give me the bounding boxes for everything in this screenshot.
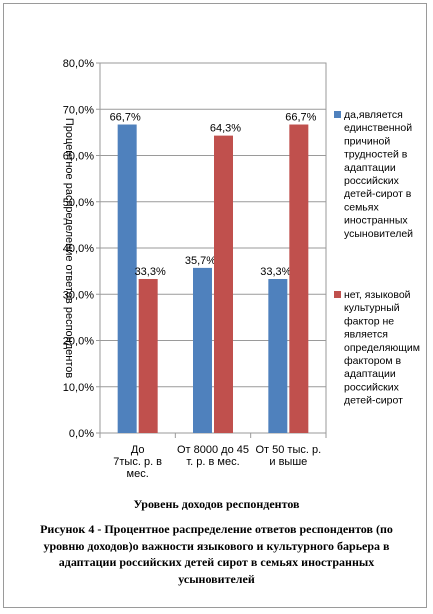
y-tick-label: 0,0%	[69, 428, 94, 440]
data-label: 66,7%	[110, 112, 141, 124]
legend-label: культурный	[344, 302, 400, 314]
category-label: От 8000 до 45	[177, 444, 249, 456]
y-axis-title: Процентное распределение ответов респонд…	[63, 118, 75, 379]
legend-label: усыновителей	[344, 228, 413, 240]
data-label: 33,3%	[135, 266, 166, 278]
legend-label: трудностей в	[344, 149, 408, 161]
category-label: т. р. в мес.	[186, 456, 239, 468]
y-tick-label: 20,0%	[63, 336, 94, 348]
bar	[268, 278, 288, 433]
data-label: 64,3%	[210, 123, 241, 135]
y-tick-label: 40,0%	[63, 243, 94, 255]
legend-label: детей-сирот	[344, 395, 403, 407]
legend-label: единственной	[344, 122, 412, 134]
data-label: 35,7%	[185, 255, 216, 267]
legend-label: адаптации	[344, 368, 396, 380]
legend-label: российских	[344, 381, 400, 393]
legend-swatch	[334, 111, 341, 118]
y-tick-label: 10,0%	[63, 382, 94, 394]
category-label: 7тыс. р. в	[113, 456, 162, 468]
y-tick-label: 80,0%	[63, 58, 94, 70]
x-axis-title: Уровень доходов респондентов	[133, 497, 300, 511]
legend-label: фактором в	[344, 355, 402, 367]
bar	[138, 278, 158, 433]
legend-label: адаптации	[344, 162, 396, 174]
data-label: 33,3%	[260, 266, 291, 278]
legend-label: детей-сирот в	[344, 188, 412, 200]
bar	[117, 124, 137, 433]
legend-swatch	[334, 291, 341, 298]
legend-label: является	[344, 329, 388, 341]
y-tick-label: 30,0%	[63, 289, 94, 301]
y-tick-label: 50,0%	[63, 197, 94, 209]
category-label: От 50 тыс. р.	[255, 444, 321, 456]
data-label: 66,7%	[285, 112, 316, 124]
legend-label: определяющим	[344, 342, 420, 354]
legend-label: да,является	[344, 109, 403, 121]
y-tick-label: 70,0%	[63, 104, 94, 116]
legend-label: нет, языковой	[344, 289, 411, 301]
category-label: мес.	[127, 468, 149, 480]
figure-caption: Рисунок 4 - Процентное распределение отв…	[40, 522, 393, 586]
legend-label: иностранных	[344, 215, 408, 227]
bar	[214, 135, 233, 434]
legend-label: фактор не	[344, 315, 394, 327]
bar	[193, 267, 212, 433]
legend-label: причиной	[344, 135, 390, 147]
legend-label: семьях	[344, 201, 379, 213]
category-label: До	[131, 444, 145, 456]
bar	[289, 124, 309, 433]
y-tick-label: 60,0%	[63, 151, 94, 163]
category-label: и выше	[269, 456, 307, 468]
legend-label: российских	[344, 175, 400, 187]
